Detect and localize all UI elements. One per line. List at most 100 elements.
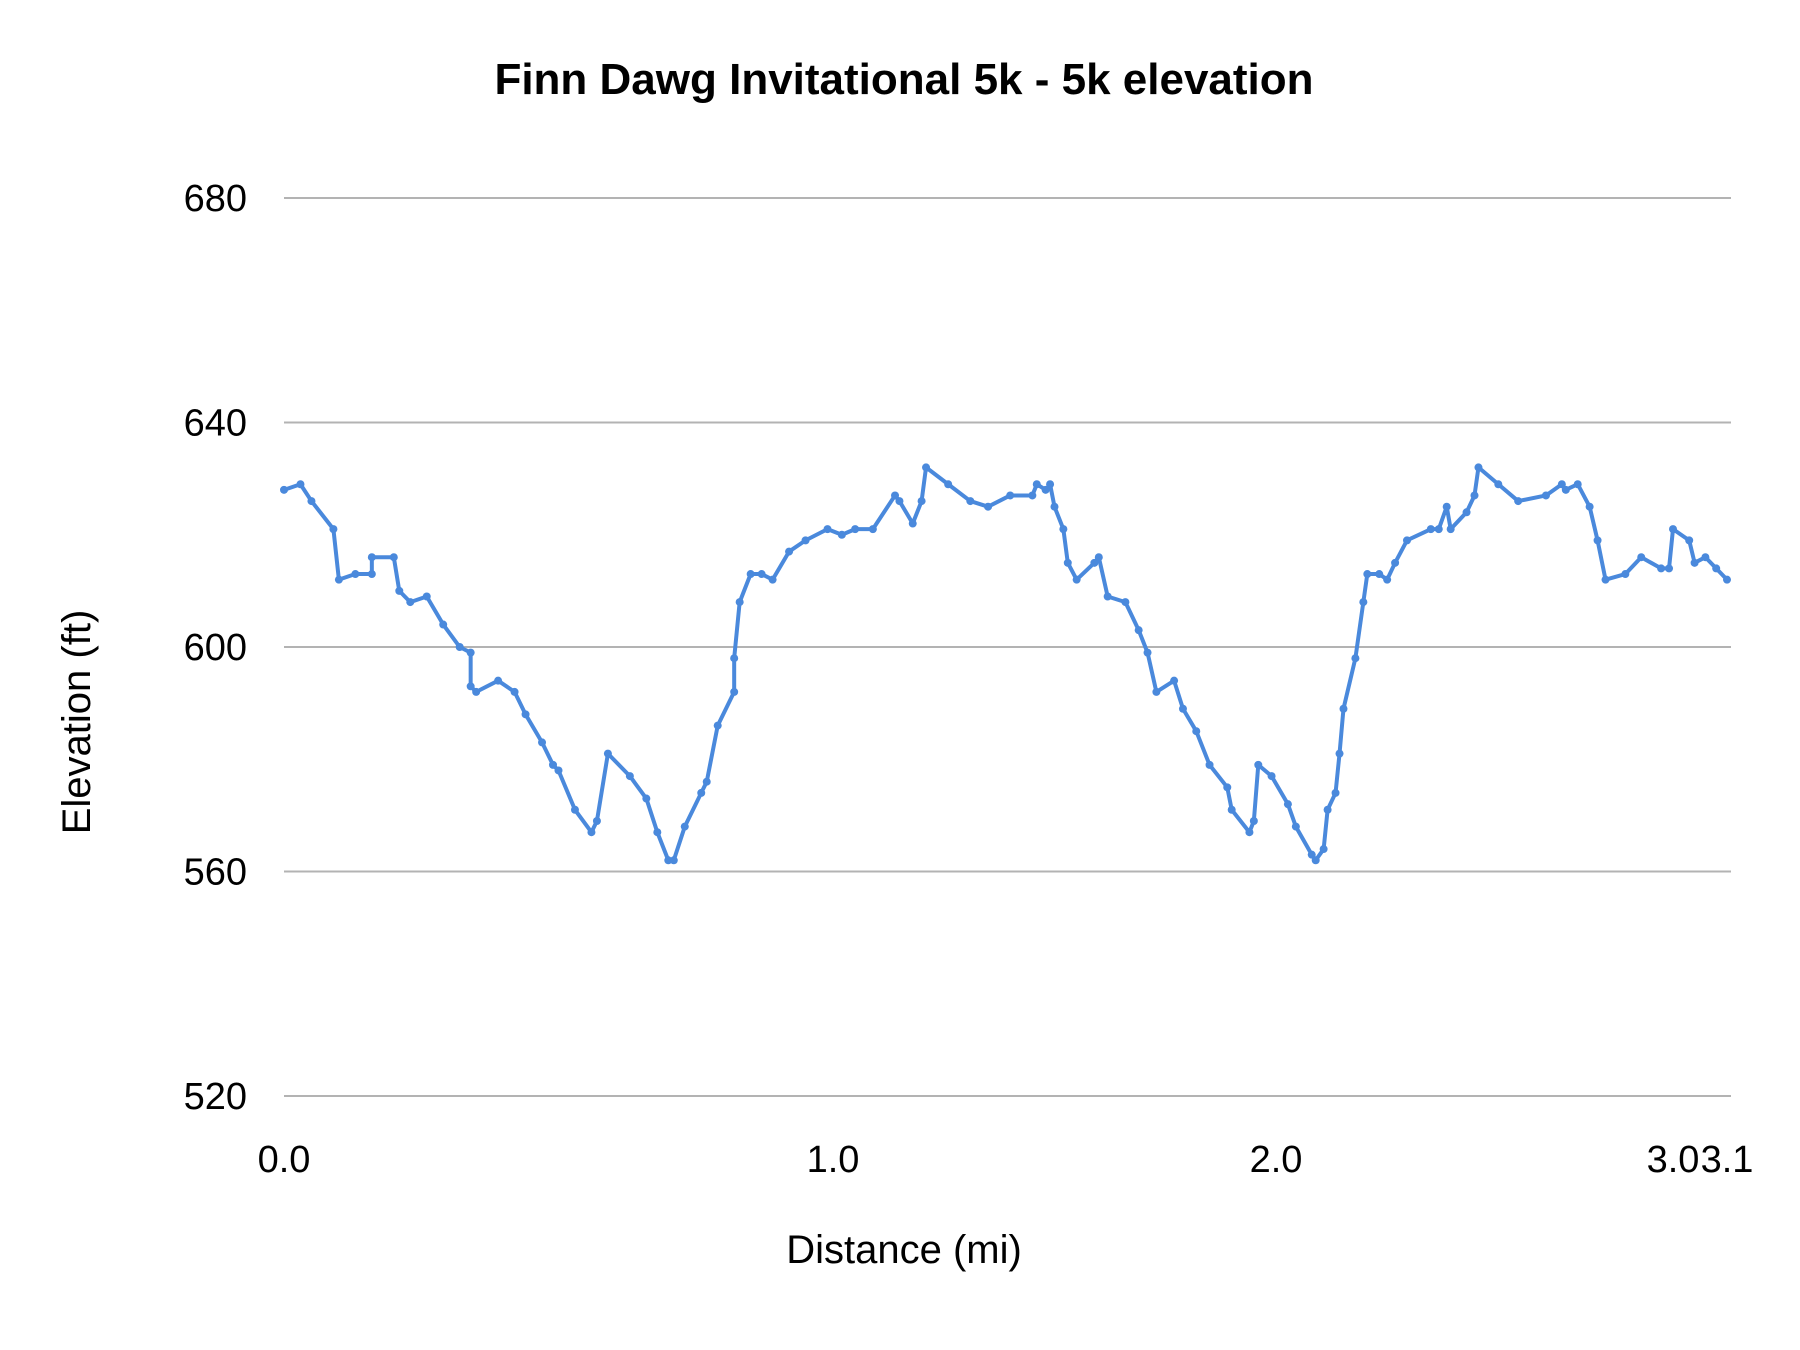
data-point <box>1006 491 1015 500</box>
data-point <box>1090 558 1099 567</box>
data-point <box>329 525 338 534</box>
data-point <box>1143 648 1152 657</box>
data-point <box>891 491 900 500</box>
data-point <box>1249 816 1258 825</box>
data-point <box>554 766 563 775</box>
data-point <box>1152 687 1161 696</box>
data-point <box>296 480 305 489</box>
y-tick-label: 520 <box>184 1076 247 1118</box>
data-point <box>680 822 689 831</box>
data-point <box>1585 502 1594 511</box>
data-point <box>510 687 519 696</box>
data-point <box>1665 564 1674 573</box>
x-tick-label: 1.0 <box>807 1139 860 1181</box>
data-point <box>351 570 360 579</box>
data-point <box>1391 558 1400 567</box>
data-point <box>1134 626 1143 635</box>
data-point <box>944 480 953 489</box>
data-point <box>1561 485 1570 494</box>
data-point <box>1311 856 1320 865</box>
data-point <box>868 525 877 534</box>
data-point <box>1359 598 1368 607</box>
data-point <box>823 525 832 534</box>
data-point <box>1331 788 1340 797</box>
data-point <box>1442 502 1451 511</box>
data-point <box>908 519 917 528</box>
data-point <box>984 502 993 511</box>
data-point <box>1254 760 1263 769</box>
data-point <box>1470 491 1479 500</box>
data-point <box>592 816 601 825</box>
data-point <box>735 598 744 607</box>
data-point <box>1557 480 1566 489</box>
data-point <box>367 553 376 562</box>
data-point <box>389 553 398 562</box>
data-point <box>472 687 481 696</box>
data-point <box>1351 654 1360 663</box>
data-point <box>625 772 634 781</box>
data-point <box>1621 570 1630 579</box>
data-point <box>895 497 904 506</box>
data-point <box>1170 676 1179 685</box>
y-tick-label: 560 <box>184 852 247 894</box>
data-point <box>730 654 739 663</box>
x-tick-label: 2.0 <box>1250 1139 1303 1181</box>
data-point <box>1094 553 1103 562</box>
data-point <box>851 525 860 534</box>
elevation-line <box>283 465 1729 863</box>
data-point <box>395 586 404 595</box>
x-tick-labels: 0.0 1.0 2.0 3.0 3.1 <box>258 1139 1754 1181</box>
y-tick-label: 600 <box>184 627 247 669</box>
data-point <box>1685 536 1694 545</box>
data-point <box>521 710 530 719</box>
data-point <box>1283 800 1292 809</box>
data-point <box>455 643 464 651</box>
data-point <box>1063 558 1072 567</box>
data-point <box>422 592 431 601</box>
data-point <box>669 856 678 865</box>
data-point <box>280 485 288 494</box>
data-point <box>570 805 579 814</box>
data-point <box>1103 592 1112 601</box>
data-point <box>1041 485 1050 494</box>
data-point <box>917 497 926 506</box>
data-point <box>1291 822 1300 831</box>
data-point <box>1426 525 1435 534</box>
data-point <box>1723 575 1731 584</box>
data-point <box>1494 480 1503 489</box>
data-point <box>1474 463 1483 472</box>
data-point <box>603 749 612 758</box>
data-point <box>1462 508 1471 517</box>
data-point <box>1059 525 1068 534</box>
data-point <box>1050 502 1059 511</box>
data-point <box>1227 805 1236 814</box>
data-point <box>837 530 846 539</box>
data-point <box>1267 772 1276 781</box>
data-point <box>1690 558 1699 567</box>
data-point <box>367 570 376 579</box>
data-point <box>1541 491 1550 500</box>
data-point <box>966 497 975 506</box>
data-point <box>1363 570 1372 579</box>
data-point <box>1593 536 1602 545</box>
data-point <box>757 570 766 579</box>
data-point <box>697 788 706 797</box>
data-point <box>307 497 316 506</box>
data-point <box>1319 845 1328 854</box>
data-point <box>1032 480 1041 489</box>
data-point <box>1323 805 1332 814</box>
data-point <box>1712 564 1721 573</box>
data-point <box>1514 497 1523 506</box>
data-point <box>1178 704 1187 713</box>
data-point <box>713 721 722 730</box>
data-point <box>466 648 475 657</box>
data-point <box>1669 525 1677 534</box>
data-point <box>1121 598 1130 607</box>
data-point <box>702 777 711 786</box>
data-point <box>1245 828 1254 837</box>
data-point <box>1223 783 1232 792</box>
data-point <box>1307 850 1316 859</box>
x-tick-label: 3.1 <box>1701 1139 1754 1181</box>
data-point <box>1028 491 1037 500</box>
